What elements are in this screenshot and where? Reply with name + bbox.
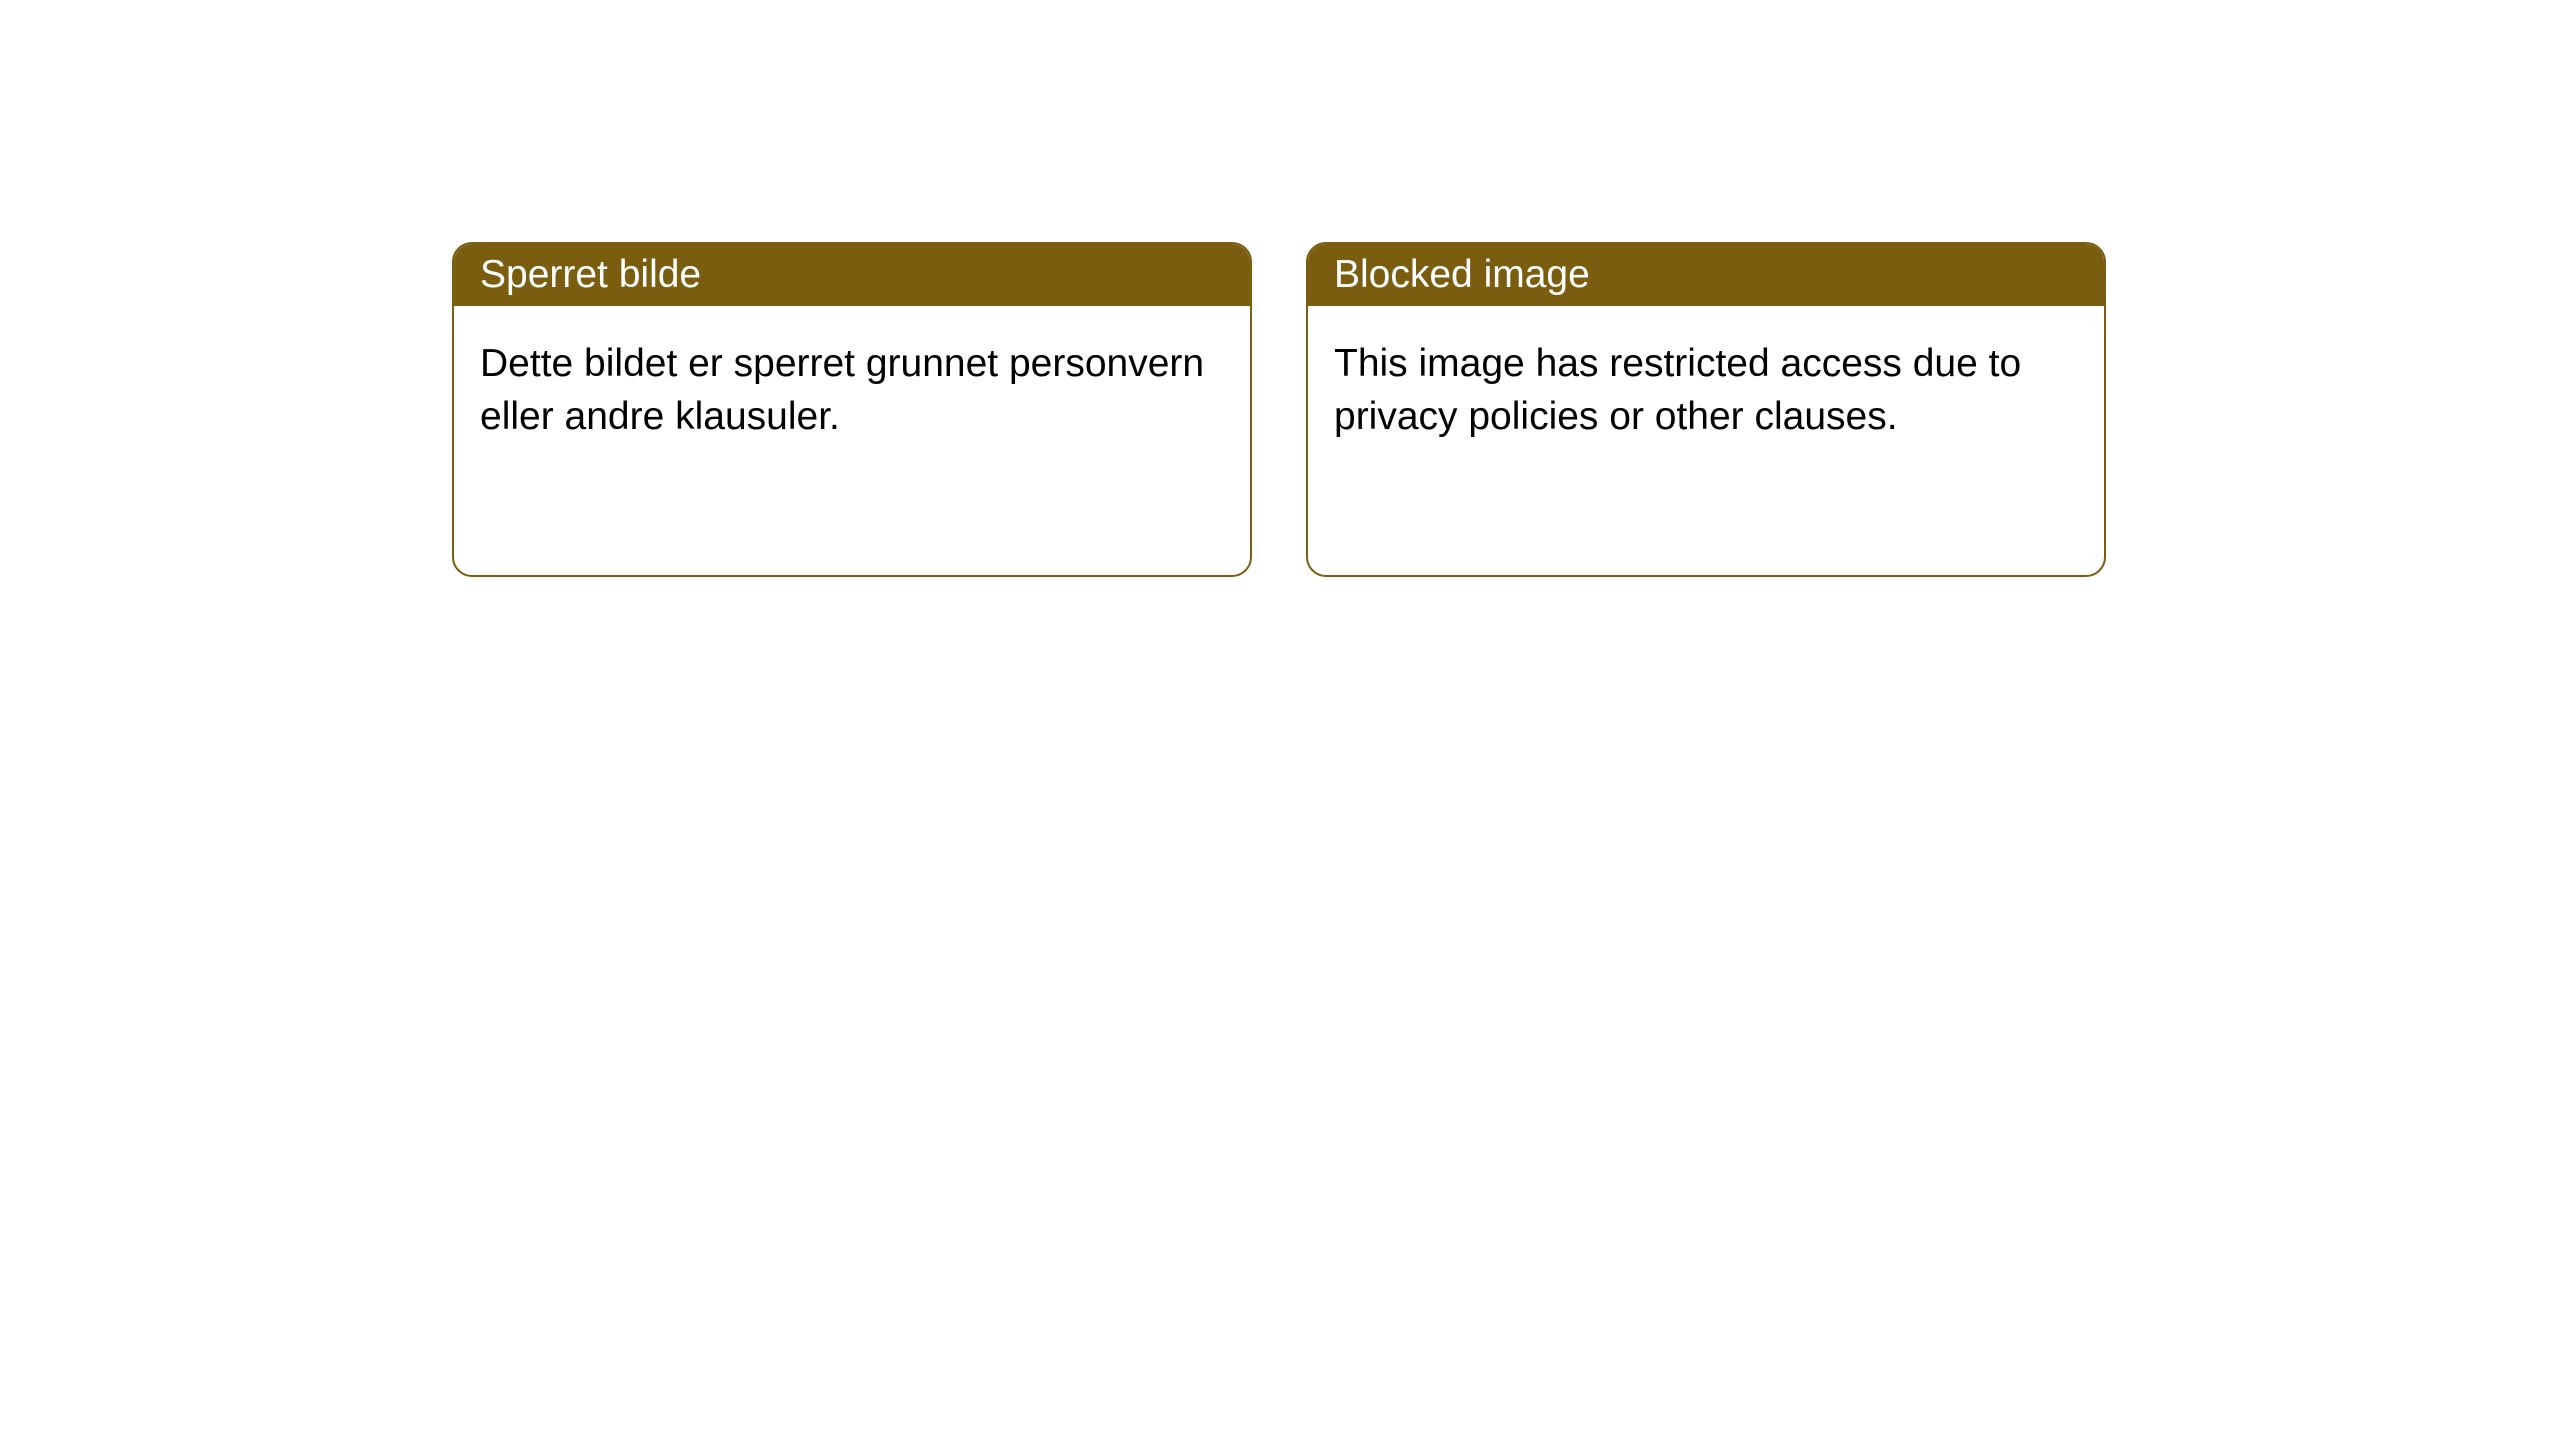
notice-card-title: Sperret bilde (480, 253, 701, 296)
notice-card-english: Blocked image This image has restricted … (1306, 242, 2106, 577)
notice-card-norwegian: Sperret bilde Dette bildet er sperret gr… (452, 242, 1252, 577)
notice-card-body: Dette bildet er sperret grunnet personve… (454, 306, 1250, 475)
notice-card-header: Blocked image (1308, 244, 2104, 306)
notice-cards-container: Sperret bilde Dette bildet er sperret gr… (0, 0, 2560, 577)
notice-card-message: This image has restricted access due to … (1334, 342, 2021, 438)
notice-card-header: Sperret bilde (454, 244, 1250, 306)
notice-card-message: Dette bildet er sperret grunnet personve… (480, 342, 1204, 438)
notice-card-title: Blocked image (1334, 253, 1590, 296)
notice-card-body: This image has restricted access due to … (1308, 306, 2104, 475)
